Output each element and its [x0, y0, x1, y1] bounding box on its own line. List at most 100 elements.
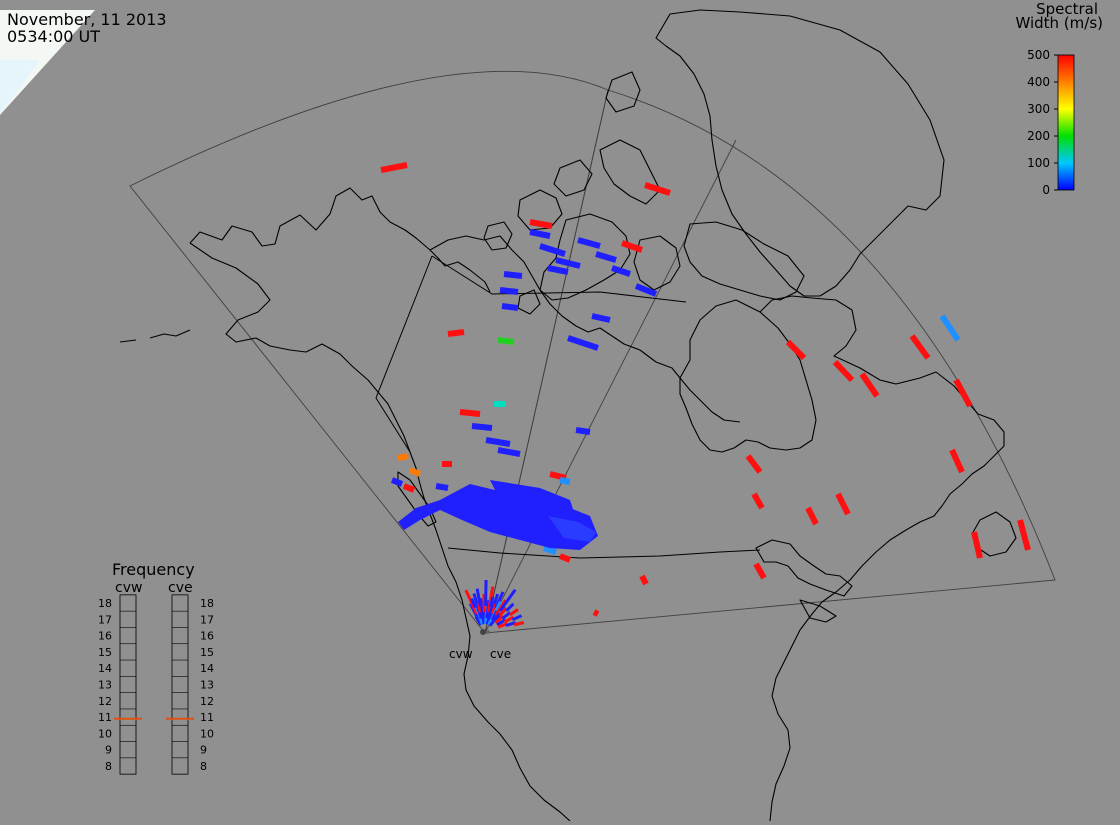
frequency-tick-left: 17 — [98, 613, 112, 626]
radar-echo-cell — [459, 409, 481, 417]
radar-echo-cell — [402, 483, 416, 493]
frequency-tick-right: 16 — [200, 630, 214, 643]
frequency-radar-cve: cve — [168, 580, 193, 596]
radar-echo-cell — [547, 265, 569, 275]
coast-labrador — [759, 295, 1005, 822]
radar-echo-cell — [953, 378, 973, 408]
radar-echo-cell — [497, 447, 521, 457]
coast-arctic — [429, 235, 741, 423]
frequency-tick-right: 11 — [200, 711, 214, 724]
radar-echo-cell — [949, 448, 965, 474]
colorbar-tick-label: 100 — [1027, 156, 1050, 170]
radar-echo-cell — [447, 329, 465, 337]
frequency-column-cve — [171, 594, 189, 775]
radar-echo-cell — [505, 602, 515, 612]
radar-echo-cell — [529, 229, 551, 239]
radar-site-cvw[interactable] — [480, 629, 486, 635]
radar-echo-cell — [501, 611, 512, 620]
coast-greenland — [655, 9, 945, 297]
radar-echo-cell — [470, 598, 477, 609]
frequency-tick-right: 17 — [200, 613, 214, 626]
frequency-tick-right: 18 — [200, 597, 214, 610]
radar-echo-cell — [471, 423, 493, 431]
radar-echo-cell — [558, 553, 572, 563]
radar-echo-cell — [575, 427, 591, 435]
frequency-tick-left: 8 — [105, 760, 112, 773]
radar-echo-cell — [909, 334, 931, 360]
radar-echo-cell — [435, 483, 449, 491]
border-us-canada — [447, 547, 761, 559]
radar-echo-cell — [397, 453, 409, 461]
radar-echo-cell — [529, 219, 553, 229]
radar-sites: cvw cve — [449, 629, 511, 661]
radar-echo-cell — [513, 621, 525, 627]
radar-echoes — [380, 162, 1031, 629]
corner-patch-tint — [0, 60, 40, 115]
radar-echo-cell — [543, 545, 557, 555]
radar-echo-cell — [497, 337, 515, 345]
radar-echo-cell — [486, 586, 495, 613]
fov-inner-line — [484, 139, 737, 634]
coast-great-lakes — [755, 539, 853, 623]
colorbar-title-line1: Spectral — [1036, 0, 1098, 18]
frequency-tick-right: 8 — [200, 760, 207, 773]
radar-site-cve[interactable] — [486, 630, 490, 634]
frequency-title: Frequency — [112, 560, 195, 579]
frequency-tick-left: 12 — [98, 695, 112, 708]
colorbar-tick-label: 0 — [1042, 183, 1050, 197]
colorbar-tick-label: 400 — [1027, 75, 1050, 89]
radar-echo-cell — [785, 339, 807, 361]
radar-echo-cell — [745, 454, 763, 474]
colorbar-tick-label: 500 — [1027, 48, 1050, 62]
radar-echo-cell — [555, 257, 581, 269]
radar-echo-cell — [751, 492, 765, 510]
radar-echo-cell — [639, 574, 649, 586]
radar-label-cvw: cvw — [449, 647, 473, 661]
radar-echo-cell — [835, 492, 851, 516]
frequency-tick-right: 10 — [200, 727, 214, 740]
frequency-tick-left: 11 — [98, 711, 112, 724]
radar-echo-cell — [611, 265, 631, 277]
coast-hudson-bay — [679, 299, 817, 453]
radar-echo-cell — [511, 614, 523, 622]
radar-label-cve: cve — [490, 647, 511, 661]
radar-echo-cell — [498, 588, 517, 612]
radar-echo-cell — [503, 615, 515, 624]
frequency-tick-right: 15 — [200, 646, 214, 659]
radar-echo-cell — [508, 608, 519, 617]
radar-echo-cell — [971, 531, 983, 559]
radar-echo-cluster — [548, 516, 596, 542]
radar-echo-cell — [592, 609, 600, 617]
frequency-column-cvw — [119, 594, 137, 775]
frequency-tick-right: 14 — [200, 662, 214, 675]
radar-echo-cell — [591, 313, 611, 323]
radar-echo-cell — [1017, 519, 1031, 551]
radar-echo-cell — [408, 467, 422, 477]
frequency-tick-left: 13 — [98, 679, 112, 692]
radar-echo-cell — [484, 579, 488, 607]
fov-cve — [484, 89, 1056, 634]
fields-of-view — [129, 70, 1056, 635]
radar-echo-cell — [485, 437, 511, 447]
frequency-tick-left: 16 — [98, 630, 112, 643]
radar-echo-cell — [498, 607, 508, 617]
frequency-tick-left: 18 — [98, 597, 112, 610]
colorbar: Spectral Width (m/s) 500 400 300 200 100 0 — [1015, 0, 1103, 197]
frequency-radar-cvw: cvw — [115, 580, 142, 596]
radar-echo-cell — [805, 506, 819, 526]
radar-echo-cell — [489, 596, 495, 607]
coastlines — [119, 9, 1017, 822]
radar-echo-cell — [567, 335, 599, 351]
frequency-tick-left: 15 — [98, 646, 112, 659]
coast-vancouver-island — [397, 471, 437, 527]
border-territories — [431, 255, 687, 303]
frequency-tick-right: 13 — [200, 679, 214, 692]
radar-echo-cell — [577, 237, 601, 249]
radar-echo-cell — [939, 314, 961, 342]
radar-echo-cell — [380, 162, 408, 173]
radar-echo-cell — [505, 621, 517, 627]
radar-echo-cell — [644, 182, 671, 196]
time-label: 0534:00 UT — [7, 27, 100, 46]
